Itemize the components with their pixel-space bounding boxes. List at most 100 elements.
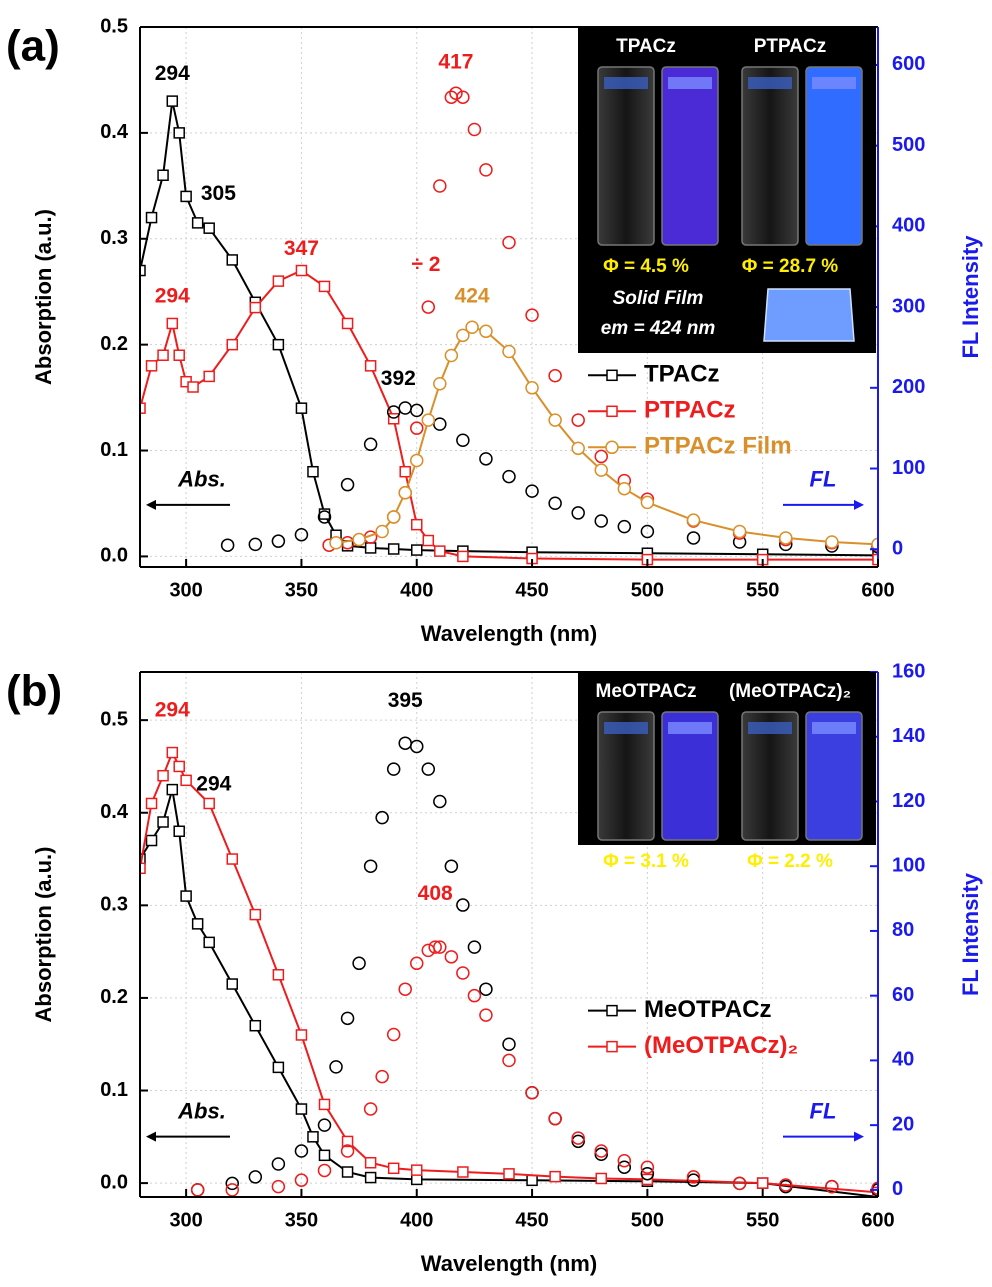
abs-label: Abs. <box>177 1098 226 1123</box>
marker <box>140 264 146 277</box>
x-tick-label: 450 <box>515 579 548 601</box>
y-tick-label: 0.1 <box>100 1079 128 1101</box>
marker <box>225 1183 239 1197</box>
series-line <box>335 326 878 546</box>
marker <box>595 1172 607 1185</box>
marker <box>503 1168 515 1180</box>
y2-tick-label: 0 <box>892 1178 903 1200</box>
marker <box>173 127 185 139</box>
y-tick-label: 0.2 <box>100 333 128 355</box>
marker <box>386 405 401 419</box>
cuvette <box>741 66 799 246</box>
marker <box>295 402 308 414</box>
marker <box>457 1166 469 1178</box>
cuvette <box>741 711 799 841</box>
marker <box>502 1037 516 1051</box>
x-tick-label: 400 <box>400 579 433 601</box>
annotation: 294 <box>155 698 190 721</box>
marker <box>571 1134 585 1149</box>
y2-tick-label: 300 <box>892 295 925 317</box>
annotation: 408 <box>418 882 453 905</box>
marker <box>203 936 215 949</box>
inset-film-label: em = 424 nm <box>601 318 716 339</box>
abs-arrowhead <box>146 1131 156 1142</box>
x-tick-label: 300 <box>169 579 202 601</box>
cuvette-cap <box>604 722 648 734</box>
marker <box>157 816 169 828</box>
marker <box>398 982 412 996</box>
marker <box>180 774 192 787</box>
marker <box>421 762 436 776</box>
cuvette <box>661 66 719 246</box>
marker <box>318 280 331 293</box>
marker <box>479 982 493 996</box>
marker <box>364 1156 377 1169</box>
marker <box>732 524 747 539</box>
y2-tick-label: 200 <box>892 376 925 398</box>
y-tick-label: 0.5 <box>100 708 128 730</box>
x-tick-label: 350 <box>285 1209 318 1231</box>
marker <box>456 90 470 104</box>
marker <box>467 122 482 137</box>
cuvette <box>805 66 863 246</box>
marker <box>272 275 285 287</box>
marker <box>386 762 401 776</box>
x-tick-label: 550 <box>746 1209 779 1231</box>
inset-yield: Φ = 28.7 % <box>742 256 839 277</box>
marker <box>433 179 447 193</box>
legend-label: PTPACz Film <box>644 433 792 460</box>
marker <box>387 543 400 555</box>
marker <box>375 524 389 539</box>
marker <box>617 519 632 534</box>
plot-area <box>140 86 878 566</box>
marker <box>640 1166 655 1181</box>
marker <box>352 956 366 971</box>
cuvette <box>805 711 863 841</box>
marker <box>272 969 285 981</box>
x-tick-label: 300 <box>169 1209 202 1231</box>
marker <box>421 300 436 314</box>
marker <box>317 1163 332 1178</box>
inset-label: (MeOTPACz)₂ <box>729 681 851 702</box>
marker <box>340 1011 355 1026</box>
plot-area <box>140 736 878 1197</box>
marker <box>145 797 158 810</box>
marker <box>825 535 839 549</box>
legend-marker <box>606 1004 618 1017</box>
marker <box>526 1174 538 1187</box>
marker <box>307 465 319 478</box>
marker <box>467 940 482 954</box>
x-tick-label: 450 <box>515 1209 548 1231</box>
marker <box>363 859 378 873</box>
marker <box>226 254 238 266</box>
x-tick-label: 400 <box>400 1209 433 1231</box>
marker <box>479 452 493 466</box>
marker <box>421 413 436 427</box>
annotation: 424 <box>455 285 490 308</box>
marker <box>329 536 343 550</box>
y2-tick-label: 100 <box>892 457 925 479</box>
marker <box>271 1179 286 1194</box>
legend-marker <box>606 1040 618 1053</box>
marker <box>203 222 215 234</box>
legend-marker <box>606 369 618 382</box>
y-axis-title: Absorption (a.u.) <box>31 209 56 385</box>
marker <box>479 163 493 177</box>
cuvette <box>597 711 655 841</box>
marker <box>457 550 469 563</box>
x-tick-label: 550 <box>746 579 779 601</box>
y-tick-label: 0.2 <box>100 986 128 1008</box>
marker <box>166 95 179 107</box>
y2-axis-title: FL Intensity <box>958 872 983 996</box>
marker <box>173 349 185 361</box>
y2-tick-label: 400 <box>892 215 925 237</box>
marker <box>398 401 412 415</box>
marker <box>295 1029 308 1041</box>
marker <box>226 338 238 351</box>
marker <box>449 86 463 100</box>
marker <box>428 940 442 954</box>
marker <box>329 1060 343 1074</box>
marker <box>479 1008 493 1022</box>
marker <box>364 1171 377 1184</box>
panel-label: (b) <box>6 667 62 716</box>
